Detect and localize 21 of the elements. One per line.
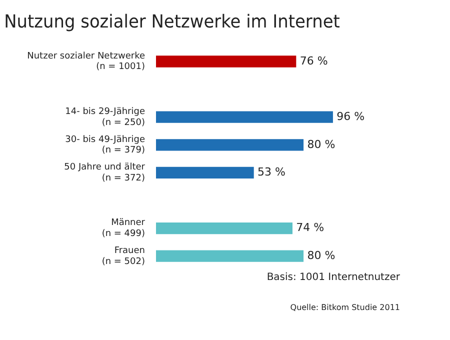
bar bbox=[156, 166, 254, 179]
y-tick-label: Frauen (n = 502) bbox=[102, 246, 145, 267]
bar bbox=[156, 250, 304, 262]
chart-title: Nutzung sozialer Netzwerke im Internet bbox=[4, 12, 340, 33]
bar bbox=[156, 139, 304, 151]
data-label: 76 % bbox=[300, 54, 328, 68]
bar bbox=[156, 222, 292, 234]
y-tick-label: 30- bis 49-Jährige (n = 379) bbox=[65, 134, 146, 156]
y-tick-label: 50 Jahre und älter (n = 372) bbox=[64, 162, 146, 184]
data-label: 80 % bbox=[307, 248, 336, 262]
data-label: 96 % bbox=[336, 110, 365, 123]
data-label: 53 % bbox=[258, 166, 286, 179]
y-tick-label: 14- bis 29-Jährige (n = 250) bbox=[65, 107, 146, 128]
source-note: Quelle: Bitkom Studie 2011 bbox=[290, 303, 400, 312]
bar bbox=[156, 111, 333, 123]
y-tick-label: Nutzer sozialer Netzwerke (n = 1001) bbox=[27, 51, 146, 72]
y-tick-label: Männer (n = 499) bbox=[102, 218, 146, 240]
data-label: 80 % bbox=[307, 138, 336, 151]
bar bbox=[156, 56, 296, 68]
data-label: 74 % bbox=[296, 221, 324, 234]
text: Basis: 1001 Internetnutzer bbox=[266, 272, 400, 283]
